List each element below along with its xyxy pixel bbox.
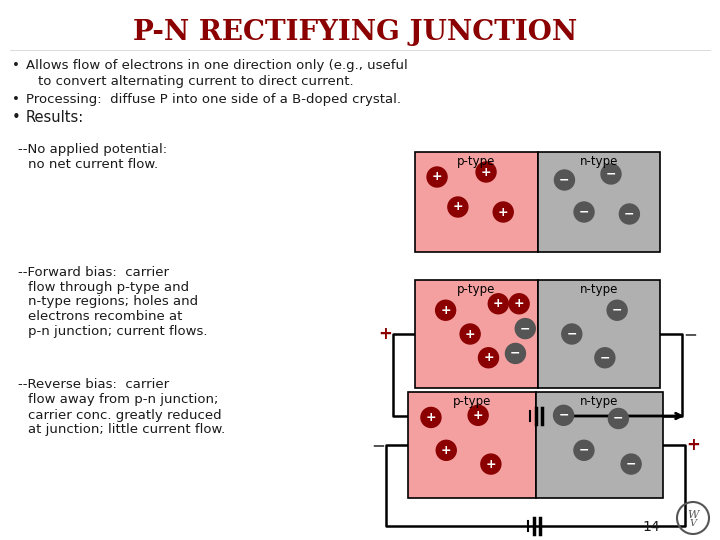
Text: no net current flow.: no net current flow.: [28, 159, 158, 172]
Circle shape: [574, 440, 594, 460]
Text: Results:: Results:: [26, 111, 84, 125]
Circle shape: [436, 440, 456, 460]
Text: +: +: [483, 351, 494, 364]
Text: −: −: [624, 207, 634, 220]
Text: n-type: n-type: [580, 156, 618, 168]
Circle shape: [554, 170, 575, 190]
Circle shape: [621, 454, 641, 474]
Text: p-type: p-type: [453, 395, 491, 408]
Text: −: −: [510, 347, 521, 360]
Text: W: W: [688, 510, 698, 520]
Text: flow away from p-n junction;: flow away from p-n junction;: [28, 394, 218, 407]
Circle shape: [562, 324, 582, 344]
Bar: [415, 152, 538, 252]
Text: --Reverse bias:  carrier: --Reverse bias: carrier: [18, 379, 169, 392]
Text: −: −: [612, 303, 622, 317]
Text: •: •: [12, 59, 20, 72]
Text: −: −: [683, 325, 697, 343]
Text: +: +: [473, 409, 483, 422]
Text: +: +: [493, 297, 503, 310]
Text: −: −: [613, 412, 624, 425]
Text: to convert alternating current to direct current.: to convert alternating current to direct…: [38, 75, 354, 87]
Circle shape: [421, 408, 441, 428]
Text: p-type: p-type: [457, 156, 495, 168]
Text: n-type: n-type: [580, 395, 618, 408]
Circle shape: [476, 162, 496, 182]
Circle shape: [427, 167, 447, 187]
Text: −: −: [371, 436, 385, 454]
Bar: [536, 392, 663, 498]
Circle shape: [481, 454, 501, 474]
Text: +: +: [498, 206, 508, 219]
Text: −: −: [626, 457, 636, 470]
Text: −: −: [606, 167, 616, 180]
Circle shape: [488, 294, 508, 314]
Circle shape: [574, 202, 594, 222]
Circle shape: [505, 343, 526, 363]
Text: +: +: [426, 411, 436, 424]
Circle shape: [479, 348, 498, 368]
Circle shape: [448, 197, 468, 217]
Text: −: −: [567, 327, 577, 341]
Text: V: V: [690, 518, 696, 528]
Circle shape: [460, 324, 480, 344]
Text: •: •: [12, 93, 20, 106]
Text: +: +: [441, 444, 451, 457]
Text: −: −: [559, 173, 570, 186]
Circle shape: [509, 294, 529, 314]
Bar: [415, 280, 538, 388]
Text: Allows flow of electrons in one direction only (e.g., useful: Allows flow of electrons in one directio…: [26, 59, 408, 72]
Text: p-n junction; current flows.: p-n junction; current flows.: [28, 326, 207, 339]
Circle shape: [493, 202, 513, 222]
Text: −: −: [558, 409, 569, 422]
Text: n-type: n-type: [580, 284, 618, 296]
Circle shape: [436, 300, 456, 320]
Text: +: +: [378, 325, 392, 343]
Text: P-N RECTIFYING JUNCTION: P-N RECTIFYING JUNCTION: [133, 19, 577, 46]
Text: p-type: p-type: [457, 284, 495, 296]
Text: carrier conc. greatly reduced: carrier conc. greatly reduced: [28, 408, 222, 422]
Circle shape: [554, 406, 574, 426]
Text: at junction; little current flow.: at junction; little current flow.: [28, 423, 225, 436]
Text: +: +: [485, 457, 496, 470]
Text: −: −: [579, 444, 589, 457]
Circle shape: [619, 204, 639, 224]
Text: flow through p-type and: flow through p-type and: [28, 280, 189, 294]
Text: --Forward bias:  carrier: --Forward bias: carrier: [18, 266, 169, 279]
Text: +: +: [481, 165, 491, 179]
Text: --No applied potential:: --No applied potential:: [18, 144, 167, 157]
Bar: [538, 280, 660, 388]
Text: +: +: [686, 436, 700, 454]
Text: −: −: [600, 351, 610, 364]
Text: 14: 14: [642, 520, 660, 534]
Circle shape: [608, 408, 629, 429]
Bar: [408, 392, 536, 498]
Text: •: •: [12, 111, 21, 125]
Text: −: −: [579, 206, 589, 219]
Text: n-type regions; holes and: n-type regions; holes and: [28, 295, 198, 308]
Text: Processing:  diffuse P into one side of a B-doped crystal.: Processing: diffuse P into one side of a…: [26, 93, 401, 106]
Text: +: +: [432, 171, 442, 184]
Text: +: +: [441, 303, 451, 317]
Text: +: +: [514, 297, 524, 310]
Text: +: +: [465, 327, 475, 341]
Bar: [538, 152, 660, 252]
Text: +: +: [453, 200, 463, 213]
Circle shape: [595, 348, 615, 368]
Circle shape: [601, 164, 621, 184]
Text: electrons recombine at: electrons recombine at: [28, 310, 182, 323]
Circle shape: [607, 300, 627, 320]
Circle shape: [468, 406, 488, 426]
Text: −: −: [520, 322, 531, 335]
Circle shape: [516, 319, 535, 339]
